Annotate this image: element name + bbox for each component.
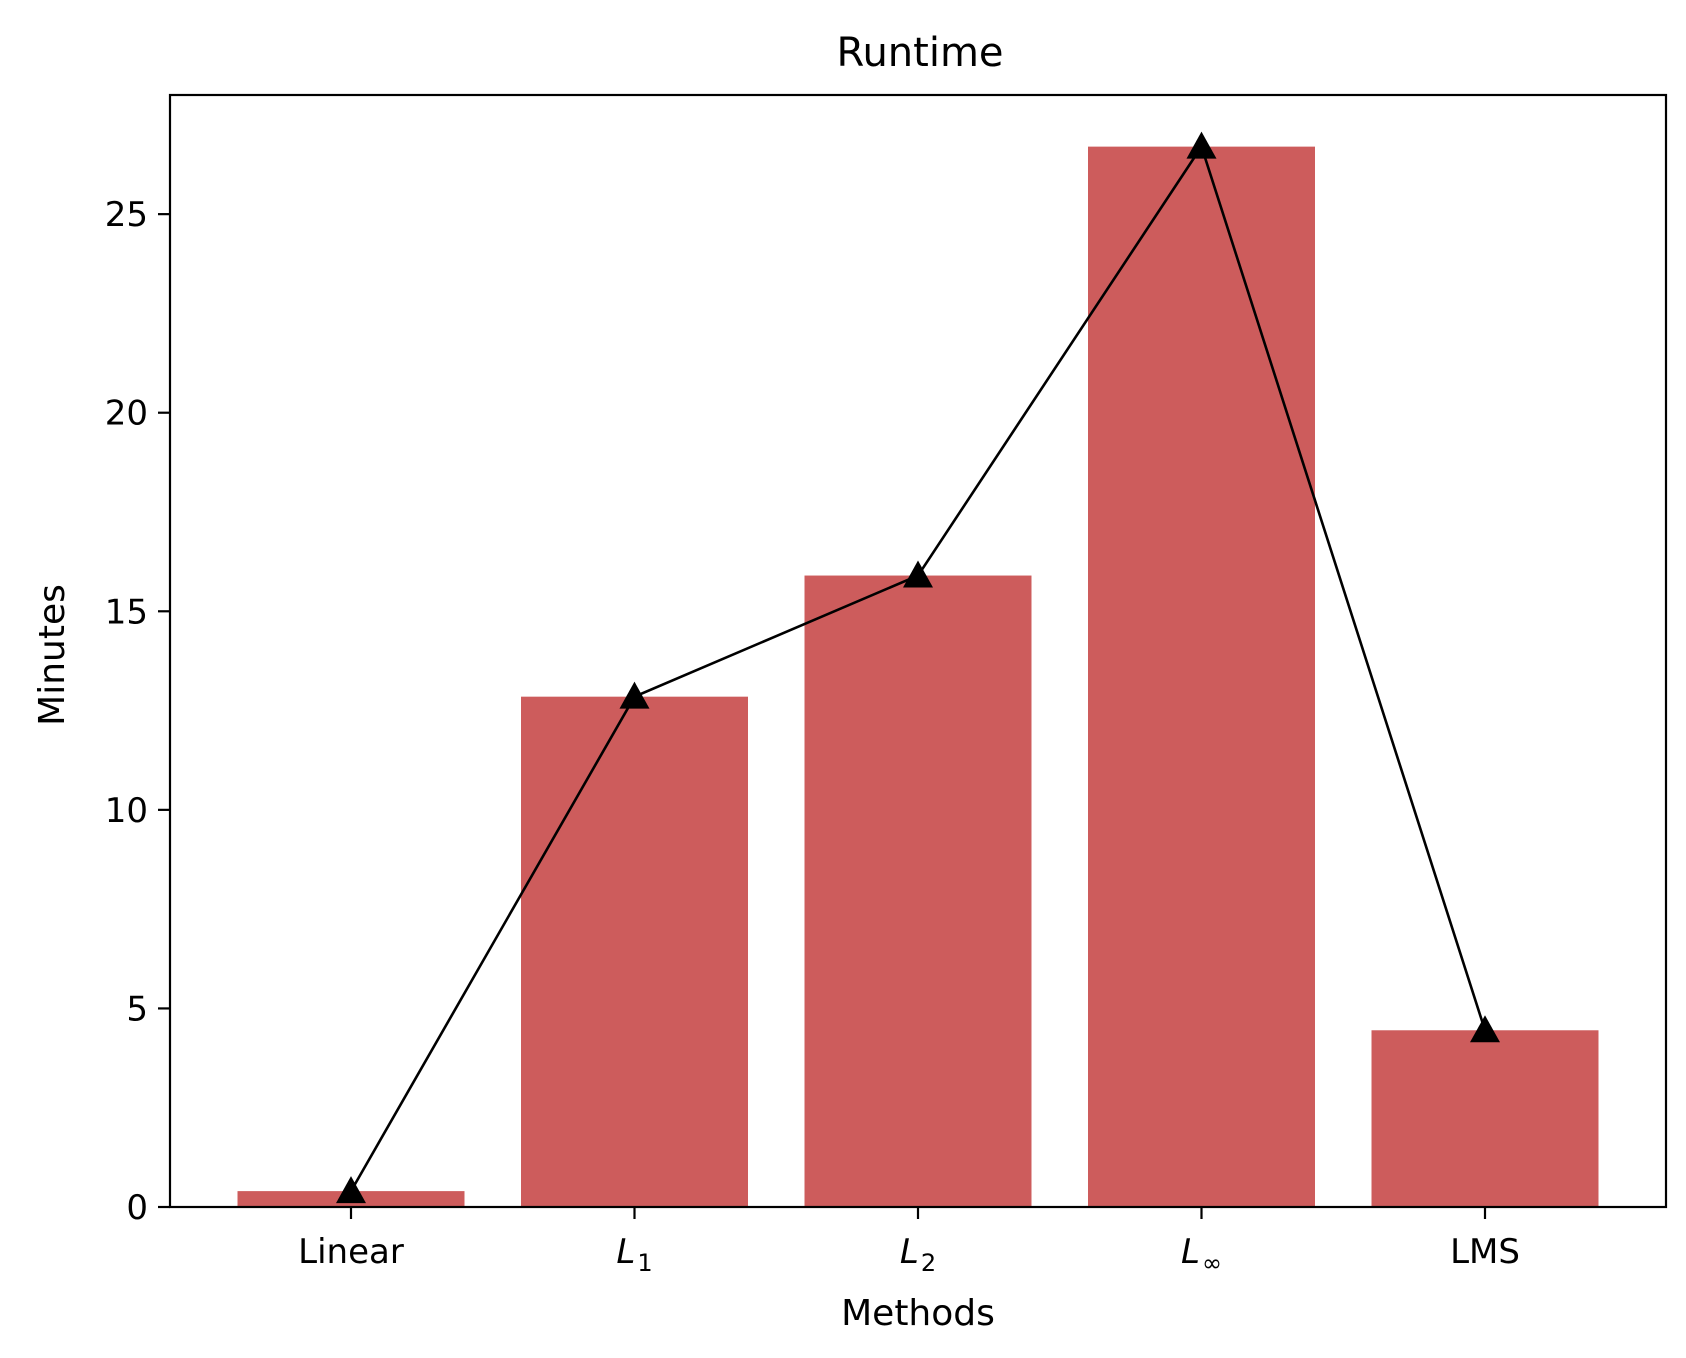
- triangle-marker-3: [1186, 131, 1217, 159]
- bar-l-: [1088, 146, 1315, 1208]
- triangle-marker-1: [619, 681, 650, 709]
- x-axis: Linear L1 L2 L∞ LMS: [298, 1207, 1520, 1277]
- triangle-marker-0: [336, 1176, 366, 1204]
- x-tick-label-1: L1: [616, 1232, 652, 1277]
- y-tick-label-10: 10: [105, 791, 148, 831]
- y-tick-label-25: 25: [105, 195, 148, 235]
- y-axis: 0 5 10 15 20 25: [105, 195, 170, 1228]
- y-tick-label-5: 5: [126, 989, 148, 1029]
- triangle-marker-4: [1470, 1015, 1500, 1043]
- triangle-marker-2: [903, 560, 933, 588]
- bars-group: [237, 146, 1599, 1208]
- x-tick-label-0: Linear: [298, 1232, 404, 1272]
- y-tick-label-20: 20: [105, 394, 148, 434]
- x-tick-label-4: LMS: [1450, 1232, 1520, 1272]
- x-tick-label-3: L∞: [1181, 1232, 1222, 1277]
- line-series-group: [336, 131, 1500, 1204]
- x-tick-label-2: L2: [900, 1232, 936, 1277]
- y-tick-label-0: 0: [126, 1188, 148, 1228]
- y-tick-label-15: 15: [105, 592, 148, 632]
- bar-lms: [1371, 1030, 1599, 1207]
- y-axis-label: Minutes: [32, 584, 73, 726]
- bar-l1: [521, 696, 748, 1207]
- chart-title: Runtime: [836, 30, 1003, 76]
- x-axis-label: Methods: [841, 1293, 995, 1334]
- bar-l2: [804, 575, 1032, 1207]
